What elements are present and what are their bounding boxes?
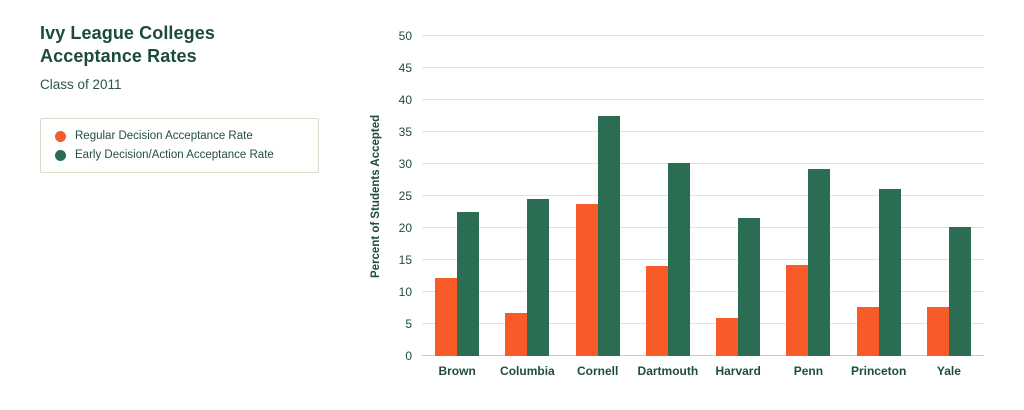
gridline [422, 195, 984, 196]
bar-columbia-early [527, 199, 550, 356]
bar-group-dartmouth [645, 36, 690, 356]
y-axis-labels: 0 5 10 15 20 25 30 35 40 45 50 [360, 28, 412, 398]
legend-item-0: Regular Decision Acceptance Rate [55, 130, 304, 142]
bar-harvard-early [738, 218, 761, 356]
page-subtitle: Class of 2011 [40, 77, 122, 92]
bar-group-princeton [856, 36, 901, 356]
bar-group-cornell [575, 36, 620, 356]
gridline [422, 323, 984, 324]
page-title: Ivy League Colleges Acceptance Rates [40, 22, 340, 68]
bar-group-harvard [716, 36, 761, 356]
bar-penn-early [808, 169, 831, 356]
gridline [422, 67, 984, 68]
bars-layer [422, 36, 984, 356]
bar-dartmouth-regular [645, 265, 668, 356]
bar-group-penn [786, 36, 831, 356]
legend-dot-icon [55, 130, 66, 142]
x-tick-label-columbia: Columbia [500, 364, 555, 378]
plot-area [422, 35, 984, 356]
gridline [422, 163, 984, 164]
bar-harvard-regular [716, 318, 739, 356]
y-tick-label: 0 [405, 349, 412, 363]
bar-chart: Percent of Students Accepted 0 5 10 15 20 25 3… [360, 28, 984, 398]
bar-yale-regular [926, 306, 949, 356]
x-tick-label-cornell: Cornell [576, 364, 619, 378]
y-tick-label: 10 [398, 285, 412, 299]
bar-dartmouth-early [667, 163, 690, 356]
legend-dot-icon [55, 149, 66, 161]
gridline [422, 131, 984, 132]
y-tick-label: 30 [398, 157, 412, 171]
bar-cornell-early [597, 116, 620, 356]
gridline [422, 35, 984, 36]
bar-group-yale [926, 36, 971, 356]
bar-group-brown [435, 36, 480, 356]
x-axis-labels: Brown Columbia Cornell Dartmouth Harvard Penn… [422, 364, 984, 378]
header-panel: Ivy League Colleges Acceptance Rates Cla… [40, 22, 340, 92]
bar-princeton-regular [856, 306, 879, 356]
legend-item-label: Early Decision/Action Acceptance Rate [75, 149, 274, 161]
y-tick-label: 35 [398, 125, 412, 139]
bar-cornell-regular [575, 203, 598, 356]
gridline [422, 259, 984, 260]
bar-brown-regular [435, 277, 458, 356]
x-tick-label-yale: Yale [936, 364, 961, 378]
y-tick-label: 20 [398, 221, 412, 235]
legend-box: Regular Decision Acceptance Rate Early De… [40, 118, 319, 173]
y-tick-label: 25 [398, 189, 412, 203]
y-tick-label: 50 [398, 29, 412, 43]
bar-group-columbia [505, 36, 550, 356]
bar-princeton-early [878, 188, 901, 356]
page-title-line2: Acceptance Rates [40, 46, 197, 66]
page-title-line1: Ivy League Colleges [40, 23, 215, 43]
legend-item-label: Regular Decision Acceptance Rate [75, 130, 253, 142]
x-tick-label-brown: Brown [438, 364, 476, 378]
gridline [422, 291, 984, 292]
x-axis-line [422, 355, 984, 356]
x-tick-label-penn: Penn [793, 364, 824, 378]
gridline [422, 227, 984, 228]
y-tick-label: 40 [398, 93, 412, 107]
x-tick-label-princeton: Princeton [850, 364, 907, 378]
bar-yale-early [948, 227, 971, 356]
bar-columbia-regular [505, 313, 528, 356]
bar-penn-regular [786, 265, 809, 356]
x-tick-label-harvard: Harvard [715, 364, 761, 378]
gridline [422, 99, 984, 100]
bar-brown-early [457, 212, 480, 356]
y-tick-label: 45 [398, 61, 412, 75]
x-tick-label-dartmouth: Dartmouth [637, 364, 699, 378]
legend-item-1: Early Decision/Action Acceptance Rate [55, 149, 304, 161]
y-tick-label: 5 [405, 317, 412, 331]
y-tick-label: 15 [398, 253, 412, 267]
